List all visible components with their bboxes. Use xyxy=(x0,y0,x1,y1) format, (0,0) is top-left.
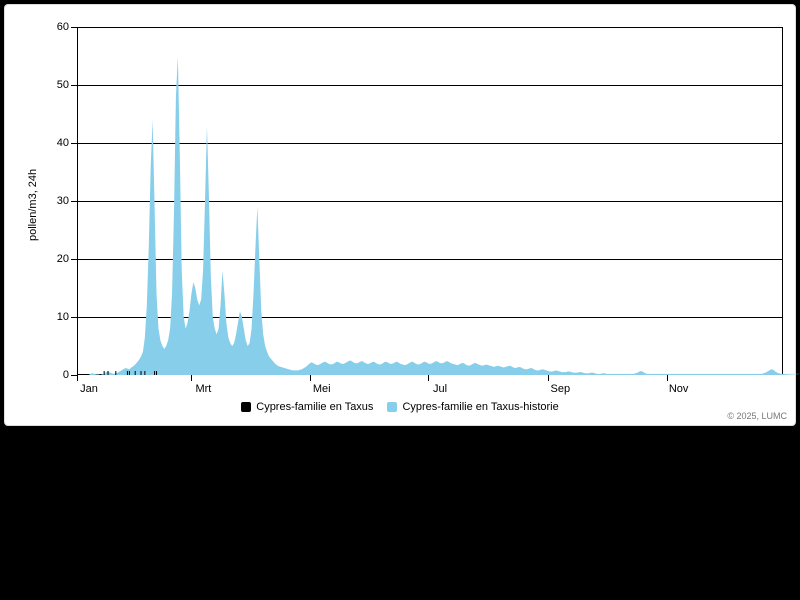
current-series-marker xyxy=(108,371,109,375)
current-series-marker xyxy=(127,371,128,375)
current-series-marker xyxy=(135,371,136,375)
x-tick-label: Nov xyxy=(669,383,689,395)
current-series-marker xyxy=(156,371,157,375)
current-series-marker xyxy=(154,371,155,375)
x-tick-label: Jan xyxy=(80,383,98,395)
x-tick xyxy=(548,375,549,381)
current-series-marker xyxy=(144,371,145,375)
current-series-marker xyxy=(115,371,116,375)
area-chart-svg xyxy=(77,27,783,375)
x-tick-label: Jul xyxy=(433,383,447,395)
credits-text: © 2025, LUMC xyxy=(727,411,787,421)
x-tick-label: Sep xyxy=(551,383,571,395)
y-tick-label: 30 xyxy=(47,195,69,207)
current-series-marker xyxy=(129,371,130,375)
x-tick-label: Mrt xyxy=(195,383,211,395)
x-tick xyxy=(191,375,192,381)
x-tick-label: Mei xyxy=(313,383,331,395)
y-axis-label: pollen/m3, 24h xyxy=(27,169,39,241)
x-tick xyxy=(77,375,78,381)
y-tick-label: 0 xyxy=(47,369,69,381)
legend-item[interactable]: Cypres-familie en Taxus xyxy=(241,401,373,413)
y-tick-label: 10 xyxy=(47,311,69,323)
current-series-marker xyxy=(141,371,142,375)
history-area-series xyxy=(77,56,800,375)
current-series-marker xyxy=(104,371,105,375)
plot-area: 0102030405060JanMrtMeiJulSepNov xyxy=(77,27,783,375)
legend-label: Cypres-familie en Taxus-historie xyxy=(402,401,558,413)
legend-swatch xyxy=(387,402,397,412)
x-tick xyxy=(428,375,429,381)
y-tick-label: 20 xyxy=(47,253,69,265)
legend: Cypres-familie en Taxus Cypres-familie en… xyxy=(5,401,795,413)
legend-item[interactable]: Cypres-familie en Taxus-historie xyxy=(387,401,558,413)
x-tick xyxy=(310,375,311,381)
x-tick xyxy=(667,375,668,381)
y-tick-label: 60 xyxy=(47,21,69,33)
y-tick-label: 40 xyxy=(47,137,69,149)
chart-card: 0102030405060JanMrtMeiJulSepNovpollen/m3… xyxy=(4,4,796,426)
y-tick-label: 50 xyxy=(47,79,69,91)
legend-label: Cypres-familie en Taxus xyxy=(256,401,373,413)
legend-swatch xyxy=(241,402,251,412)
